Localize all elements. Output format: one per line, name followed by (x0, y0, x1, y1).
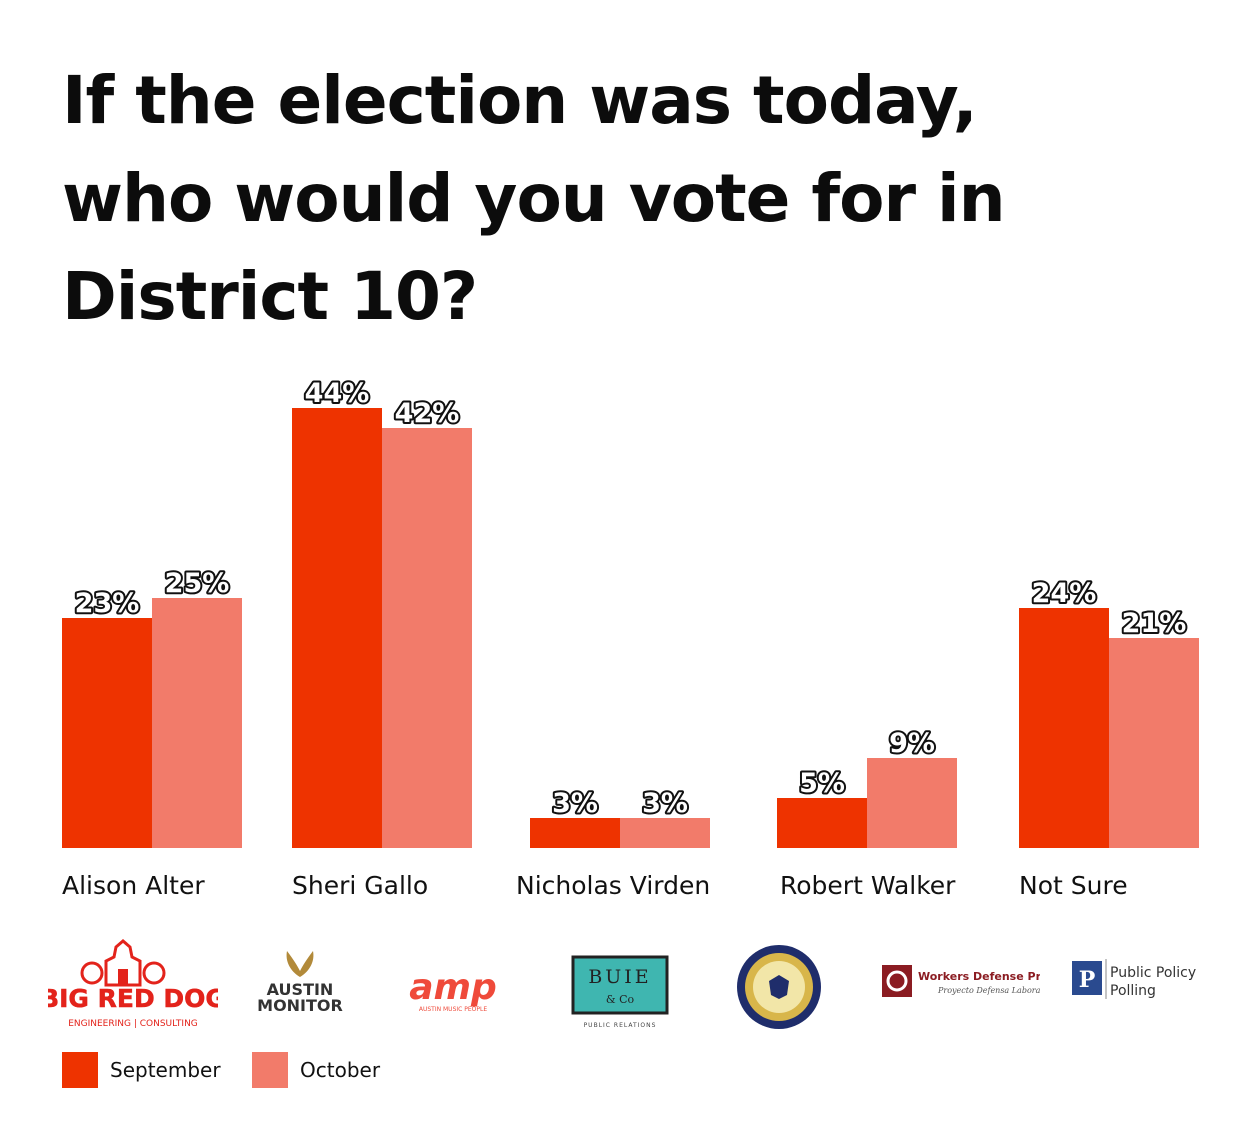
svg-text:AUSTIN MUSIC PEOPLE: AUSTIN MUSIC PEOPLE (419, 1006, 487, 1013)
bar-not-sure-october (1109, 638, 1199, 848)
svg-text:PUBLIC RELATIONS: PUBLIC RELATIONS (584, 1022, 657, 1029)
svg-text:Polling: Polling (1110, 983, 1156, 999)
svg-text:BIG RED DOG: BIG RED DOG (48, 984, 218, 1013)
legend-label-october: October (300, 1058, 381, 1082)
legend-item-september: September (62, 1052, 221, 1088)
bar-sheri-gallo-september (292, 408, 382, 848)
svg-text:Proyecto Defensa Laboral: Proyecto Defensa Laboral (937, 986, 1040, 995)
legend-label-september: September (110, 1058, 221, 1082)
workers-defense-project-logo: Workers Defense Project Proyecto Defensa… (882, 965, 1040, 997)
legend-swatch-october (252, 1052, 288, 1088)
svg-text:amp: amp (409, 967, 497, 1008)
legend-swatch-september (62, 1052, 98, 1088)
svg-text:MONITOR: MONITOR (257, 996, 343, 1015)
data-label-sheri-gallo-october: 42% (395, 398, 460, 429)
data-label-alison-alter-september: 23% (75, 588, 140, 619)
amp-logo: amp AUSTIN MUSIC PEOPLE (409, 967, 497, 1013)
data-label-alison-alter-october: 25% (165, 568, 230, 599)
bar-robert-walker-october (867, 758, 957, 848)
data-label-not-sure-october: 21% (1122, 608, 1187, 639)
big-red-dog-logo: BIG RED DOG ENGINEERING | CONSULTING (48, 939, 218, 1029)
category-label-not-sure: Not Sure (1019, 871, 1128, 900)
chart-title-line-2: who would you vote for in (62, 160, 1006, 237)
data-label-nicholas-virden-september: 3% (552, 788, 598, 819)
svg-text:ENGINEERING | CONSULTING: ENGINEERING | CONSULTING (68, 1019, 198, 1029)
bar-robert-walker-september (777, 798, 867, 848)
sponsor-logos: BIG RED DOG ENGINEERING | CONSULTING AUS… (40, 935, 1220, 1035)
data-label-sheri-gallo-september: 44% (305, 378, 370, 409)
legend-item-october: October (252, 1052, 380, 1088)
category-label-robert-walker: Robert Walker (780, 871, 956, 900)
public-policy-polling-logo: P Public Policy Polling (1072, 959, 1196, 999)
austin-monitor-logo: AUSTIN MONITOR (257, 951, 343, 1015)
category-label-alison-alter: Alison Alter (62, 871, 205, 900)
data-label-robert-walker-october: 9% (889, 728, 935, 759)
svg-text:P: P (1079, 967, 1096, 993)
category-label-sheri-gallo: Sheri Gallo (292, 871, 428, 900)
bar-alison-alter-october (152, 598, 242, 848)
bar-chart: 23% 25% Alison Alter 44% 42% Sheri Gallo 3% 3% N… (62, 376, 1199, 900)
bar-nicholas-virden-september (530, 818, 620, 848)
svg-text:& Co: & Co (606, 993, 635, 1006)
buie-co-logo: BUIE & Co PUBLIC RELATIONS (571, 955, 669, 1029)
bar-not-sure-september (1019, 608, 1109, 848)
laborers-seal-logo (737, 945, 821, 1029)
svg-text:Workers Defense Project: Workers Defense Project (918, 970, 1040, 983)
svg-text:Public Policy: Public Policy (1110, 965, 1196, 981)
bar-nicholas-virden-october (620, 818, 710, 848)
data-label-robert-walker-september: 5% (799, 768, 845, 799)
chart-title: If the election was today, who would you… (62, 52, 1162, 346)
bar-sheri-gallo-october (382, 428, 472, 848)
chart-title-line-1: If the election was today, (62, 62, 978, 139)
bar-alison-alter-september (62, 618, 152, 848)
category-label-nicholas-virden: Nicholas Virden (516, 871, 710, 900)
data-label-nicholas-virden-october: 3% (642, 788, 688, 819)
svg-text:AUSTIN: AUSTIN (267, 980, 334, 999)
chart-title-line-3: District 10? (62, 258, 478, 335)
data-label-not-sure-september: 24% (1032, 578, 1097, 609)
svg-text:BUIE: BUIE (588, 966, 651, 988)
